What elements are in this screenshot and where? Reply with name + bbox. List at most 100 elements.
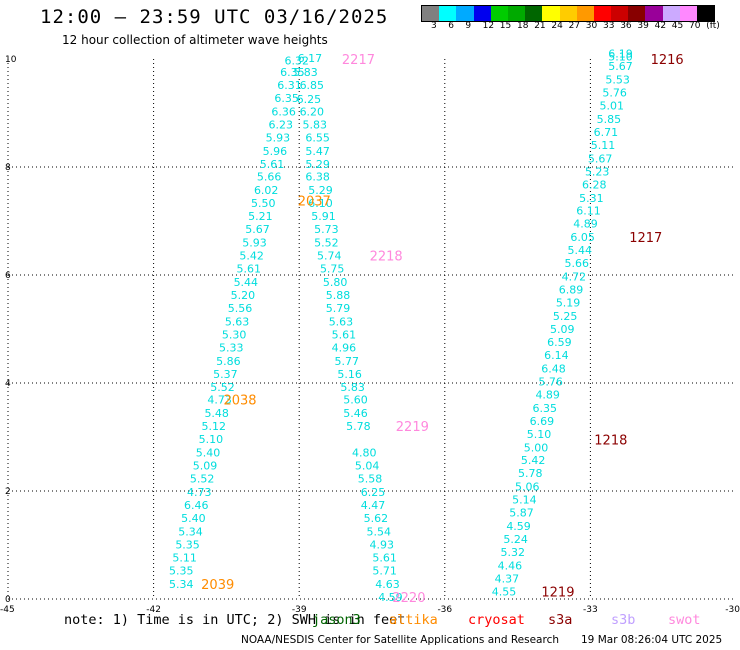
time-label: 2037 xyxy=(298,194,331,209)
data-point: 5.11 xyxy=(172,551,197,564)
data-point: 4.96 xyxy=(332,341,357,354)
data-point: 5.34 xyxy=(178,526,203,539)
data-point: 5.04 xyxy=(355,460,380,473)
data-point: 4.63 xyxy=(375,578,400,591)
data-point: 5.77 xyxy=(335,355,360,368)
data-point: 5.35 xyxy=(169,564,194,577)
data-point: 5.60 xyxy=(343,394,368,407)
legend-item-cryosat: cryosat xyxy=(468,612,525,628)
colorbar-swatch xyxy=(525,6,543,21)
data-point: 5.93 xyxy=(242,237,267,250)
colorbar-swatch xyxy=(456,6,474,21)
data-point: 4.72 xyxy=(562,271,587,284)
data-point: 4.73 xyxy=(187,486,212,499)
y-tick-label: 10 xyxy=(5,55,17,65)
colorbar-label: 9 xyxy=(465,21,472,31)
data-point: 5.91 xyxy=(311,210,336,223)
time-label: 1217 xyxy=(629,231,662,246)
data-point: 5.83 xyxy=(340,381,365,394)
data-point: 5.67 xyxy=(245,223,270,236)
data-point: 4.89 xyxy=(573,218,598,231)
x-tick-label: -30 xyxy=(725,605,740,615)
y-tick-label: 0 xyxy=(5,595,11,605)
data-point: 5.52 xyxy=(190,473,215,486)
colorbar-swatch xyxy=(559,6,577,21)
data-point: 5.85 xyxy=(597,113,622,126)
data-point: 6.71 xyxy=(594,126,619,139)
colorbar-swatch xyxy=(576,6,594,21)
x-tick-label: -33 xyxy=(583,605,598,615)
data-point: 5.46 xyxy=(343,407,368,420)
data-point: 6.59 xyxy=(547,336,572,349)
data-point: 5.42 xyxy=(521,454,546,467)
data-point: 5.47 xyxy=(305,145,330,158)
data-point: 5.87 xyxy=(509,507,534,520)
data-point: 5.31 xyxy=(579,192,604,205)
data-point: 5.25 xyxy=(553,310,578,323)
data-point: 5.67 xyxy=(588,152,613,165)
colorbar-label: 18 xyxy=(517,21,529,31)
data-point: 6.85 xyxy=(300,79,325,92)
time-labels: 2039 2038 2037 2220 2219 2218 2217 1219 1218 1217… xyxy=(201,53,684,606)
colorbar-label: 6 xyxy=(448,21,454,31)
colorbar-swatch xyxy=(422,6,440,21)
data-point: 5.35 xyxy=(175,538,200,551)
data-point: 6.25 xyxy=(361,486,386,499)
data-point: 5.11 xyxy=(591,139,616,152)
y-tick-label: 6 xyxy=(5,271,11,281)
data-point: 5.79 xyxy=(326,302,351,315)
legend-item-altika: altika xyxy=(389,612,438,628)
colorbar-label: 45 xyxy=(671,21,684,31)
data-point: 5.42 xyxy=(239,250,264,263)
data-point: 5.93 xyxy=(266,131,291,144)
colorbar-label: 39 xyxy=(637,21,649,31)
data-point: 6.02 xyxy=(254,184,279,197)
time-label: 2220 xyxy=(392,591,425,606)
colorbar-label: 15 xyxy=(499,21,512,31)
data-values: 5.345.355.115.355.345.406.464.735.525.09… xyxy=(169,48,633,604)
data-point: 5.21 xyxy=(248,210,273,223)
time-label: 2219 xyxy=(396,420,429,435)
data-point: 5.44 xyxy=(234,276,259,289)
colorbar-label: 36 xyxy=(620,21,632,31)
colorbar-swatch xyxy=(473,6,491,21)
y-tick-label: 2 xyxy=(5,487,11,497)
data-point: 5.44 xyxy=(567,244,592,257)
data-point: 5.83 xyxy=(302,118,327,131)
data-point: 4.93 xyxy=(369,538,394,551)
data-point: 6.69 xyxy=(530,415,555,428)
data-point: 5.30 xyxy=(222,328,247,341)
data-point: 6.35 xyxy=(280,66,305,79)
data-point: 6.36 xyxy=(271,105,296,118)
y-tick-label: 8 xyxy=(5,163,11,173)
data-point: 4.59 xyxy=(506,520,531,533)
colorbar-swatch xyxy=(645,6,663,21)
data-point: 5.37 xyxy=(213,368,238,381)
data-point: 5.63 xyxy=(225,315,250,328)
colorbar-swatch xyxy=(697,6,715,21)
data-point: 5.73 xyxy=(314,223,339,236)
data-point: 6.10 xyxy=(308,197,333,210)
data-point: 6.14 xyxy=(544,349,569,362)
colorbar-swatch xyxy=(507,6,526,21)
data-point: 5.62 xyxy=(364,512,389,525)
data-point: 5.80 xyxy=(323,276,348,289)
colorbar-label: 24 xyxy=(551,21,563,31)
data-point: 5.16 xyxy=(337,368,362,381)
data-point: 5.40 xyxy=(196,447,221,460)
time-label: 1219 xyxy=(541,585,574,600)
data-point: 5.76 xyxy=(538,375,563,388)
data-point: 5.40 xyxy=(181,512,206,525)
data-point: 6.19 xyxy=(608,48,633,61)
colorbar-label: 3 xyxy=(431,21,437,31)
data-point: 5.19 xyxy=(556,297,581,310)
x-tick-label: -36 xyxy=(437,605,452,615)
legend-item-jason3: jason3 xyxy=(312,612,361,628)
data-point: 5.61 xyxy=(372,551,397,564)
colorbar-swatch xyxy=(662,6,680,21)
data-point: 6.55 xyxy=(305,131,330,144)
time-label: 1216 xyxy=(651,53,684,68)
data-point: 6.32 xyxy=(285,55,310,68)
data-point: 4.73 xyxy=(207,394,232,407)
